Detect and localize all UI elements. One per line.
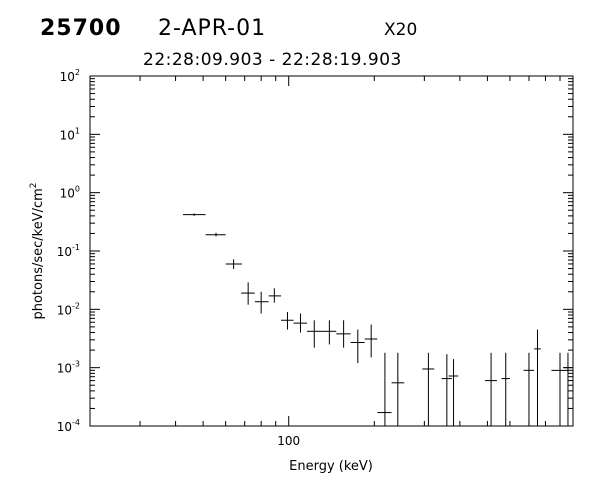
y-tick-label-exponent: 1 — [75, 126, 80, 135]
data-point — [322, 320, 337, 345]
y-tick-label-exponent: -3 — [72, 360, 80, 369]
y-tick-label: 102 — [60, 68, 80, 84]
data-point — [484, 352, 497, 426]
y-tick-label-exponent: -1 — [72, 243, 80, 252]
data-point — [350, 329, 365, 364]
y-tick-label-exponent: -2 — [72, 301, 80, 310]
y-tick-label-exponent: 0 — [75, 185, 80, 194]
y-tick-label: 10-1 — [57, 243, 80, 259]
data-point — [254, 291, 269, 314]
time-range: 22:28:09.903 - 22:28:19.903 — [143, 50, 402, 70]
y-tick-label: 10-4 — [57, 418, 80, 434]
data-point — [364, 324, 378, 358]
y-tick-label-base: 10 — [57, 420, 72, 434]
y-axis-label-superscript: 2 — [29, 182, 39, 188]
x-axis-label: Energy (keV) — [289, 459, 373, 474]
scale-label: X20 — [384, 20, 418, 40]
y-tick-label: 101 — [60, 126, 80, 142]
y-axis-label: photons/sec/keV/cm2 — [29, 182, 46, 319]
x-tick-labels: 100 — [277, 434, 300, 448]
data-point — [448, 359, 459, 426]
data-point — [501, 352, 510, 426]
data-point — [336, 320, 351, 348]
y-tick-label-exponent: -4 — [72, 418, 80, 427]
data-point — [551, 352, 568, 426]
data-point — [523, 352, 535, 426]
y-tick-label-base: 10 — [57, 245, 72, 259]
y-tick-label-base: 10 — [60, 70, 75, 84]
x-tick-label: 100 — [277, 434, 300, 448]
y-tick-label-exponent: 2 — [75, 68, 80, 77]
y-tick-label: 10-3 — [57, 360, 80, 376]
axis-ticks — [89, 76, 574, 427]
data-point — [205, 232, 226, 237]
y-tick-label-base: 10 — [60, 128, 75, 142]
data-point — [307, 320, 323, 348]
burst-date: 2-APR-01 — [158, 16, 267, 41]
y-tick-label-base: 10 — [57, 303, 72, 317]
data-points — [183, 213, 572, 426]
data-point — [183, 213, 206, 216]
y-tick-label-base: 10 — [57, 362, 72, 376]
y-tick-label: 10-2 — [57, 301, 80, 317]
data-point — [293, 313, 308, 333]
data-point — [422, 352, 435, 426]
y-axis-label-main: photons/sec/keV/cm — [31, 188, 46, 319]
data-point — [225, 259, 242, 270]
data-point — [241, 282, 255, 305]
data-point — [281, 312, 294, 330]
data-point — [391, 352, 405, 426]
plot-frame — [89, 75, 574, 427]
data-point — [564, 352, 572, 426]
data-point — [268, 288, 282, 303]
y-tick-label: 100 — [60, 185, 80, 201]
data-point — [534, 329, 541, 426]
burst-id: 25700 — [40, 16, 122, 41]
data-point — [441, 354, 452, 426]
y-tick-label-base: 10 — [60, 187, 75, 201]
data-point — [377, 352, 392, 426]
